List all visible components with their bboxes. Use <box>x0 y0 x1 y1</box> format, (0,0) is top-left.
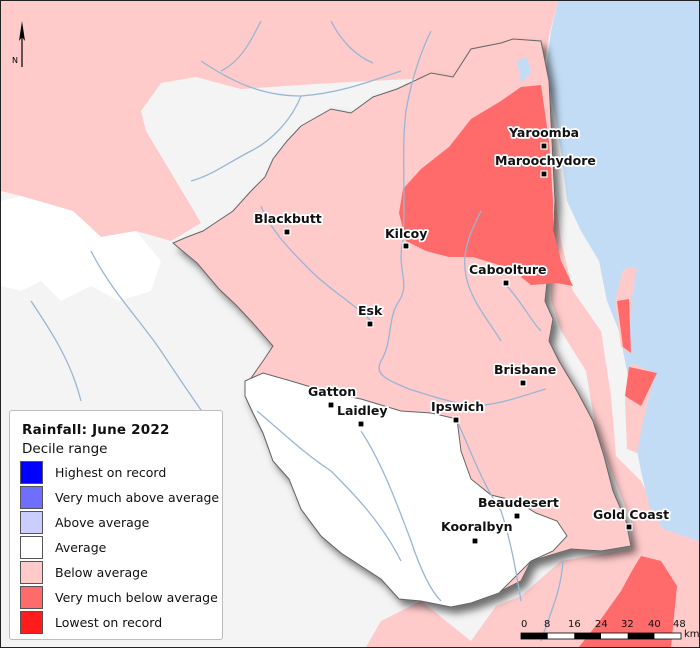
estuary <box>517 57 531 83</box>
town-marker-caboolture <box>502 279 510 287</box>
place-label-gatton: Gatton <box>308 384 356 399</box>
place-label-brisbane: Brisbane <box>494 362 556 377</box>
very-much-below-average-spit <box>521 229 573 286</box>
place-label-kilcoy: Kilcoy <box>385 226 427 241</box>
legend-item-above-average: Above average <box>20 511 220 536</box>
legend-title: Rainfall: June 2022 <box>22 422 170 438</box>
island-north-dry <box>617 299 631 353</box>
legend-label: Below average <box>55 565 148 580</box>
legend-swatch <box>20 511 43 534</box>
scale-tick-2: 16 <box>568 619 581 630</box>
place-label-kooralbyn: Kooralbyn <box>441 519 513 534</box>
scale-tick-4: 32 <box>621 619 634 630</box>
legend-swatch <box>20 461 43 484</box>
river-network <box>30 20 564 642</box>
town-marker-beaudesert <box>513 512 521 520</box>
legend-subtitle: Decile range <box>22 441 108 457</box>
town-marker-maroochydore <box>540 170 548 178</box>
town-labels: Yaroomba Maroochydore Blackbutt Kilcoy C… <box>252 123 671 536</box>
outer-average-region <box>1 196 161 301</box>
place-label-beaudesert: Beaudesert <box>478 495 559 510</box>
town-marker-brisbane <box>519 379 527 387</box>
town-marker-gatton <box>327 401 335 409</box>
legend-swatch <box>20 561 43 584</box>
legend-label: Very much above average <box>55 490 220 505</box>
legend-item-highest-on-record: Highest on record <box>20 461 220 486</box>
town-marker-kooralbyn <box>471 537 479 545</box>
north-arrow: N <box>12 21 25 67</box>
scale-tick-3: 24 <box>595 619 608 630</box>
very-much-below-average-southeast <box>579 556 677 647</box>
place-label-caboolture: Caboolture <box>469 262 547 277</box>
legend-label: Above average <box>55 515 150 530</box>
legend-item-lowest-on-record: Lowest on record <box>20 611 220 636</box>
scale-tick-1: 8 <box>544 619 551 630</box>
town-markers <box>283 142 633 545</box>
legend-label: Very much below average <box>55 590 218 605</box>
scale-bar <box>520 632 682 640</box>
catchment-average-region <box>244 372 568 608</box>
island-south-dry <box>625 367 657 406</box>
legend-label: Highest on record <box>55 465 167 480</box>
scale-unit: km <box>684 629 700 640</box>
town-marker-kilcoy <box>402 242 410 250</box>
place-label-gold-coast: Gold Coast <box>593 507 669 522</box>
town-marker-yaroomba <box>540 142 548 150</box>
legend-swatch <box>20 586 43 609</box>
legend: Rainfall: June 2022 Decile range Highest… <box>9 410 223 640</box>
place-label-blackbutt: Blackbutt <box>254 211 322 226</box>
place-label-esk: Esk <box>358 303 383 318</box>
town-marker-blackbutt <box>283 228 291 236</box>
scale-tick-0: 0 <box>521 619 528 630</box>
scale-tick-6: 48 <box>673 619 686 630</box>
place-label-yaroomba: Yaroomba <box>508 125 579 140</box>
town-marker-laidley <box>357 420 365 428</box>
legend-item-very-much-above-average: Very much above average <box>20 486 220 511</box>
north-arrow-label: N <box>12 56 18 65</box>
legend-item-very-much-below-average: Very much below average <box>20 586 220 611</box>
town-marker-esk <box>366 320 374 328</box>
legend-swatch <box>20 611 43 634</box>
legend-label: Lowest on record <box>55 615 163 630</box>
town-marker-gold-coast <box>625 523 633 531</box>
place-label-ipswich: Ipswich <box>431 399 484 414</box>
scale-tick-5: 40 <box>648 619 661 630</box>
legend-swatch <box>20 486 43 509</box>
legend-swatch <box>20 536 43 559</box>
very-much-below-average-region <box>399 85 553 269</box>
town-marker-ipswich <box>452 416 460 424</box>
place-label-maroochydore: Maroochydore <box>495 153 596 168</box>
legend-label: Average <box>55 540 107 555</box>
legend-item-average: Average <box>20 536 220 561</box>
legend-item-below-average: Below average <box>20 561 220 586</box>
place-label-laidley: Laidley <box>337 403 388 418</box>
